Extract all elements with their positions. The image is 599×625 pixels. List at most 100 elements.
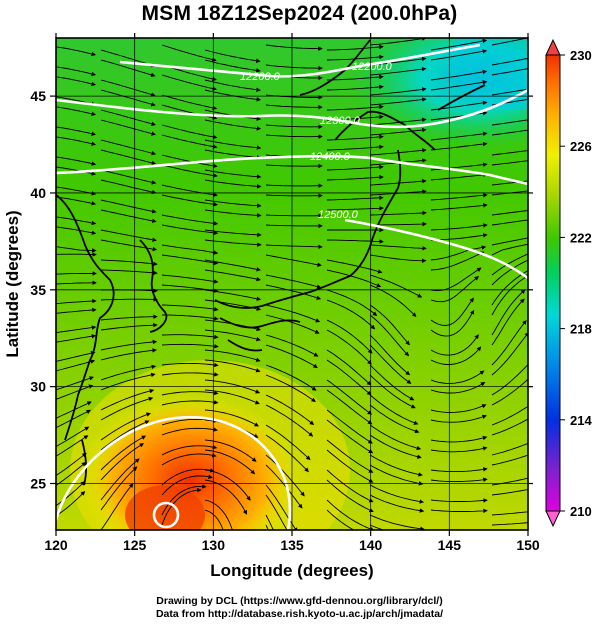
streamline bbox=[491, 129, 528, 136]
streamline bbox=[326, 359, 372, 396]
streamline bbox=[430, 414, 487, 423]
streamline bbox=[100, 139, 157, 156]
streamline bbox=[161, 444, 218, 456]
streamline bbox=[430, 276, 480, 303]
streamline bbox=[430, 203, 488, 211]
streamline bbox=[326, 349, 372, 386]
streamline bbox=[370, 221, 427, 227]
streamline bbox=[161, 390, 219, 396]
streamline bbox=[430, 404, 487, 413]
colorbar-min-triangle bbox=[545, 510, 561, 528]
streamline bbox=[100, 483, 134, 530]
streamline bbox=[161, 427, 218, 436]
height-contours bbox=[56, 43, 528, 530]
streamline bbox=[430, 69, 488, 81]
colorbar-tick-label: 210 bbox=[570, 504, 592, 519]
y-tick-label: 45 bbox=[30, 88, 46, 104]
streamline bbox=[265, 274, 322, 289]
streamline bbox=[161, 194, 218, 207]
streamline bbox=[430, 309, 475, 337]
streamline bbox=[161, 154, 218, 169]
x-tick-label: 130 bbox=[202, 537, 226, 553]
streamline bbox=[430, 38, 488, 51]
streamline bbox=[491, 88, 528, 96]
streamline bbox=[491, 237, 528, 246]
streamline bbox=[56, 435, 89, 457]
streamline bbox=[265, 304, 321, 323]
streamline bbox=[491, 57, 528, 66]
streamline bbox=[430, 346, 482, 365]
contour-label: 12300.0 bbox=[320, 115, 361, 127]
streamline bbox=[56, 66, 96, 77]
streamline bbox=[430, 223, 488, 231]
streamline bbox=[100, 322, 158, 331]
streamline bbox=[265, 244, 323, 250]
streamline bbox=[56, 76, 96, 87]
streamline bbox=[326, 104, 384, 111]
colorbar: 210 214 218 222 226 230 bbox=[545, 38, 592, 528]
streamline bbox=[56, 106, 96, 116]
streamline bbox=[326, 259, 383, 274]
streamline bbox=[56, 461, 87, 486]
streamline bbox=[56, 156, 97, 166]
streamline bbox=[265, 334, 319, 357]
plot-title: MSM 18Z12Sep2024 (200.0hPa) bbox=[141, 2, 458, 25]
streamline bbox=[326, 206, 384, 211]
streamline bbox=[491, 160, 528, 166]
streamline bbox=[326, 499, 375, 530]
colorbar-tick-label: 226 bbox=[570, 139, 592, 154]
streamline bbox=[491, 511, 528, 516]
streamline bbox=[430, 477, 488, 483]
streamline bbox=[369, 404, 420, 434]
streamline bbox=[161, 134, 218, 149]
streamline bbox=[369, 484, 424, 504]
streamline bbox=[204, 239, 262, 247]
streamline bbox=[204, 359, 261, 373]
streamline bbox=[430, 508, 488, 514]
streamline bbox=[100, 199, 157, 214]
streamline bbox=[369, 97, 427, 106]
streamline bbox=[204, 409, 259, 427]
streamline bbox=[430, 267, 482, 291]
contour-labels: 12200.0 12300.0 12400.0 12500.0 12200.0 bbox=[240, 61, 393, 221]
streamline bbox=[100, 314, 158, 321]
streamline bbox=[100, 297, 158, 302]
streamline bbox=[326, 269, 382, 288]
streamline bbox=[161, 487, 202, 526]
streamline bbox=[326, 379, 373, 415]
streamline bbox=[56, 351, 96, 362]
y-tick-label: 35 bbox=[30, 282, 46, 298]
colorbar-tick-label: 218 bbox=[570, 322, 592, 337]
streamline bbox=[161, 400, 219, 406]
streamline bbox=[326, 144, 384, 151]
y-tick-label: 30 bbox=[30, 379, 46, 395]
streamline bbox=[100, 209, 157, 224]
streamline bbox=[204, 209, 262, 218]
streamline bbox=[265, 44, 323, 51]
x-tick-label: 150 bbox=[516, 537, 540, 553]
streamline bbox=[100, 420, 150, 451]
streamline bbox=[204, 59, 261, 73]
streamline bbox=[100, 89, 156, 107]
streamline bbox=[204, 329, 261, 342]
streamline bbox=[430, 80, 488, 91]
streamline bbox=[100, 229, 157, 242]
streamline bbox=[326, 44, 384, 51]
streamline bbox=[100, 435, 147, 471]
streamline bbox=[56, 126, 96, 136]
streamline bbox=[430, 245, 487, 261]
streamline bbox=[369, 244, 427, 251]
streamline bbox=[369, 524, 385, 530]
streamline bbox=[430, 141, 488, 151]
streamline bbox=[161, 362, 219, 368]
streamline bbox=[265, 64, 323, 71]
streamline bbox=[56, 490, 86, 517]
streamline bbox=[491, 405, 528, 426]
streamline bbox=[204, 289, 262, 301]
streamline bbox=[369, 66, 427, 76]
streamline bbox=[204, 259, 261, 272]
streamline bbox=[369, 38, 427, 46]
streamline bbox=[56, 307, 97, 314]
streamline bbox=[56, 271, 97, 276]
streamline bbox=[100, 443, 145, 481]
